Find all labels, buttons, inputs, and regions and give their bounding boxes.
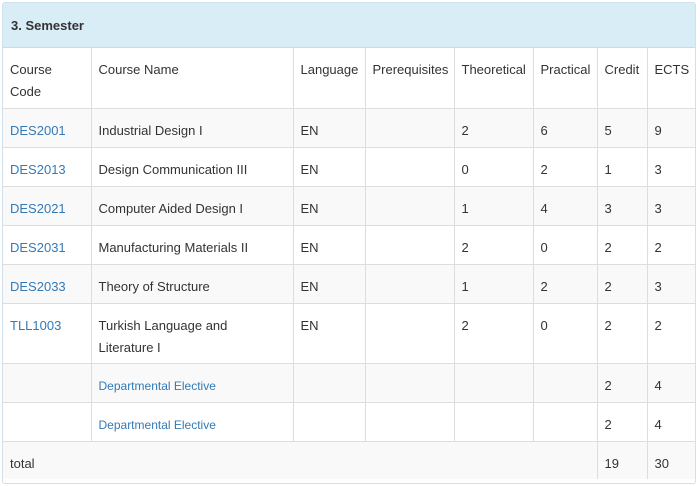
- course-prerequisites: [364, 146, 455, 187]
- course-language: EN: [292, 146, 366, 187]
- table-header-row: Course Code Course Name Language Prerequ…: [3, 48, 695, 109]
- col-header-credit: Credit: [596, 48, 648, 109]
- elective-row: Departmental Elective 2 4: [3, 362, 695, 403]
- total-row: total 19 30: [3, 440, 695, 479]
- total-label: total: [3, 440, 598, 479]
- course-code-link[interactable]: TLL1003: [10, 317, 62, 333]
- course-credit: 3: [596, 185, 648, 226]
- course-code-link[interactable]: DES2033: [10, 278, 66, 294]
- course-prerequisites: [364, 107, 455, 148]
- table-row: TLL1003 Turkish Language and Literature …: [3, 302, 695, 364]
- course-theoretical: 2: [453, 224, 534, 265]
- elective-ects: 4: [646, 362, 695, 403]
- total-ects: 30: [646, 440, 695, 479]
- course-prerequisites: [364, 302, 455, 364]
- col-header-practical: Practical: [532, 48, 598, 109]
- departmental-elective-link[interactable]: Departmental Elective: [98, 378, 216, 393]
- col-header-prerequisites: Prerequisites: [364, 48, 455, 109]
- course-language: EN: [292, 302, 366, 364]
- table-row: DES2021 Computer Aided Design I EN 1 4 3…: [3, 185, 695, 226]
- col-header-name: Course Name: [90, 48, 294, 109]
- course-theoretical: 0: [453, 146, 534, 187]
- course-theoretical: 1: [453, 185, 534, 226]
- course-theoretical: 2: [453, 302, 534, 364]
- course-practical: 0: [532, 302, 598, 364]
- course-table: Course Code Course Name Language Prerequ…: [3, 48, 695, 479]
- course-prerequisites: [364, 185, 455, 226]
- col-header-code: Course Code: [3, 48, 92, 109]
- course-code-link[interactable]: DES2013: [10, 161, 66, 177]
- col-header-theoretical: Theoretical: [453, 48, 534, 109]
- course-code-link[interactable]: DES2031: [10, 239, 66, 255]
- course-name: Manufacturing Materials II: [90, 224, 294, 265]
- course-code-link[interactable]: DES2001: [10, 122, 66, 138]
- course-name: Turkish Language and Literature I: [90, 302, 294, 364]
- elective-credit: 2: [596, 401, 648, 442]
- course-language: EN: [292, 224, 366, 265]
- course-practical: 2: [532, 146, 598, 187]
- course-ects: 3: [646, 185, 695, 226]
- course-ects: 3: [646, 263, 695, 304]
- course-name: Theory of Structure: [90, 263, 294, 304]
- course-credit: 1: [596, 146, 648, 187]
- elective-ects: 4: [646, 401, 695, 442]
- course-practical: 4: [532, 185, 598, 226]
- semester-title: 3. Semester: [3, 3, 695, 48]
- course-theoretical: 1: [453, 263, 534, 304]
- table-row: DES2033 Theory of Structure EN 1 2 2 3: [3, 263, 695, 304]
- course-prerequisites: [364, 263, 455, 304]
- elective-credit: 2: [596, 362, 648, 403]
- course-language: EN: [292, 185, 366, 226]
- table-row: DES2001 Industrial Design I EN 2 6 5 9: [3, 107, 695, 148]
- course-credit: 5: [596, 107, 648, 148]
- course-language: EN: [292, 107, 366, 148]
- elective-row: Departmental Elective 2 4: [3, 401, 695, 442]
- col-header-ects: ECTS: [646, 48, 695, 109]
- course-practical: 0: [532, 224, 598, 265]
- course-name: Computer Aided Design I: [90, 185, 294, 226]
- course-theoretical: 2: [453, 107, 534, 148]
- total-credit: 19: [596, 440, 648, 479]
- course-name: Design Communication III: [90, 146, 294, 187]
- course-credit: 2: [596, 263, 648, 304]
- course-prerequisites: [364, 224, 455, 265]
- course-language: EN: [292, 263, 366, 304]
- course-practical: 6: [532, 107, 598, 148]
- course-credit: 2: [596, 224, 648, 265]
- table-row: DES2013 Design Communication III EN 0 2 …: [3, 146, 695, 187]
- course-ects: 3: [646, 146, 695, 187]
- course-ects: 2: [646, 302, 695, 364]
- course-ects: 2: [646, 224, 695, 265]
- course-name: Industrial Design I: [90, 107, 294, 148]
- course-credit: 2: [596, 302, 648, 364]
- departmental-elective-link[interactable]: Departmental Elective: [98, 417, 216, 432]
- course-code-link[interactable]: DES2021: [10, 200, 66, 216]
- course-practical: 2: [532, 263, 598, 304]
- table-row: DES2031 Manufacturing Materials II EN 2 …: [3, 224, 695, 265]
- course-ects: 9: [646, 107, 695, 148]
- col-header-language: Language: [292, 48, 366, 109]
